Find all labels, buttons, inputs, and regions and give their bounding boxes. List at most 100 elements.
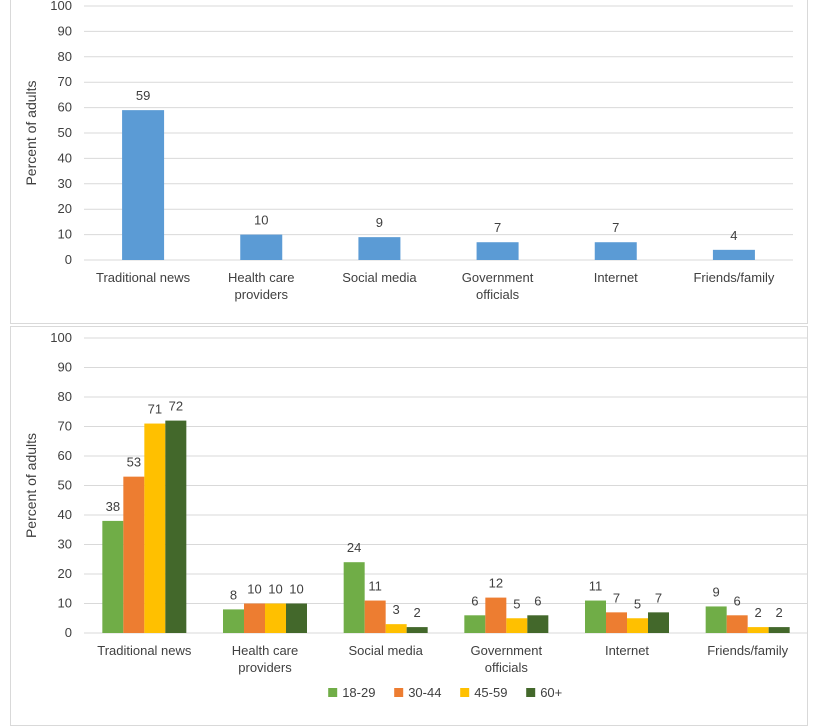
category-label: Health care [228, 270, 294, 285]
category-label: Government [471, 643, 543, 658]
y-tick-label: 30 [58, 537, 72, 552]
bar [123, 476, 145, 633]
y-tick-label: 0 [65, 252, 72, 267]
category-label: providers [238, 660, 292, 675]
category-label: Internet [605, 643, 649, 658]
category-label: Government [462, 270, 534, 285]
bar [485, 597, 507, 633]
bar [712, 249, 755, 260]
y-tick-label: 50 [58, 478, 72, 493]
data-label: 10 [268, 582, 282, 597]
legend-label: 60+ [540, 685, 562, 700]
bar [606, 612, 627, 633]
bar [165, 420, 187, 633]
bar [223, 609, 244, 633]
bar [747, 627, 769, 633]
bar [627, 618, 648, 633]
chart-panel-overall: 0 10 20 30 40 50 60 70 80 90 100 Percent of adults 5… [10, 0, 808, 324]
y-tick-label: 100 [50, 0, 72, 13]
legend-swatch [460, 688, 470, 697]
legend-swatch [394, 688, 404, 697]
category-label: officials [485, 660, 529, 675]
bar [240, 234, 283, 260]
y-tick-label: 100 [50, 330, 72, 345]
legend-label: 18-29 [342, 685, 375, 700]
data-label: 10 [247, 582, 261, 597]
bar [464, 615, 486, 633]
data-label: 7 [613, 590, 620, 605]
legend-item: 45-59 [460, 685, 507, 700]
data-label: 6 [471, 593, 478, 608]
bar [527, 615, 549, 633]
chart-by-age: 0 10 20 30 40 50 60 70 80 90 100 Percent of adults 3… [23, 330, 807, 700]
category-label: providers [235, 287, 289, 302]
category-label: officials [476, 287, 520, 302]
data-label: 72 [169, 399, 183, 414]
data-label: 11 [368, 579, 382, 594]
bar [594, 242, 637, 260]
chart-panel-by-age: 0 10 20 30 40 50 60 70 80 90 100 Percent of adults 3… [10, 326, 808, 726]
category-label: Health care [232, 643, 298, 658]
y-tick-label: 90 [58, 360, 72, 375]
data-label: 53 [127, 455, 141, 470]
data-label: 2 [776, 605, 783, 620]
y-tick-label: 60 [58, 100, 72, 115]
y-tick-label: 40 [58, 150, 72, 165]
bar [648, 612, 669, 633]
data-label: 5 [634, 596, 641, 611]
bar [406, 627, 428, 633]
legend-label: 30-44 [408, 685, 441, 700]
data-label: 71 [148, 402, 162, 417]
bar [343, 562, 365, 633]
y-tick-label: 10 [58, 227, 72, 242]
y-tick-label: 60 [58, 448, 72, 463]
y-tick-label: 10 [58, 596, 72, 611]
bar [286, 603, 307, 633]
y-tick-label: 80 [58, 49, 72, 64]
category-label: Social media [348, 643, 423, 658]
data-label: 9 [376, 215, 383, 230]
legend-label: 45-59 [474, 685, 507, 700]
legend-swatch [328, 688, 338, 697]
data-label: 6 [734, 593, 741, 608]
y-axis-title: Percent of adults [23, 433, 39, 538]
data-label: 9 [713, 584, 720, 599]
bar [102, 520, 124, 633]
data-label: 8 [230, 587, 237, 602]
data-label: 2 [755, 605, 762, 620]
category-label: Friends/family [707, 643, 788, 658]
y-tick-label: 0 [65, 625, 72, 640]
category-label: Friends/family [693, 270, 774, 285]
y-tick-label: 30 [58, 176, 72, 191]
y-tick-label: 40 [58, 507, 72, 522]
bar [265, 603, 286, 633]
y-axis-title: Percent of adults [23, 80, 39, 185]
data-label: 59 [136, 88, 150, 103]
y-tick-label: 90 [58, 23, 72, 38]
data-label: 6 [534, 593, 541, 608]
legend-item: 60+ [526, 685, 562, 700]
bar [385, 624, 407, 633]
bar [244, 603, 265, 633]
bar [506, 618, 528, 633]
bar [768, 627, 790, 633]
data-label: 3 [393, 602, 400, 617]
bar [364, 600, 386, 633]
data-label: 7 [494, 220, 501, 235]
y-tick-label: 80 [58, 389, 72, 404]
bar [726, 615, 748, 633]
y-tick-label: 20 [58, 566, 72, 581]
bar [144, 423, 166, 633]
category-label: Traditional news [97, 643, 192, 658]
data-label: 10 [254, 213, 268, 228]
data-label: 2 [414, 605, 421, 620]
legend-swatch [526, 688, 536, 697]
data-label: 11 [589, 579, 603, 594]
data-label: 7 [655, 590, 662, 605]
category-label: Social media [342, 270, 417, 285]
bar [358, 237, 401, 260]
category-label: Internet [594, 270, 638, 285]
bar [476, 242, 519, 260]
category-label: Traditional news [96, 270, 191, 285]
data-label: 4 [730, 228, 737, 243]
